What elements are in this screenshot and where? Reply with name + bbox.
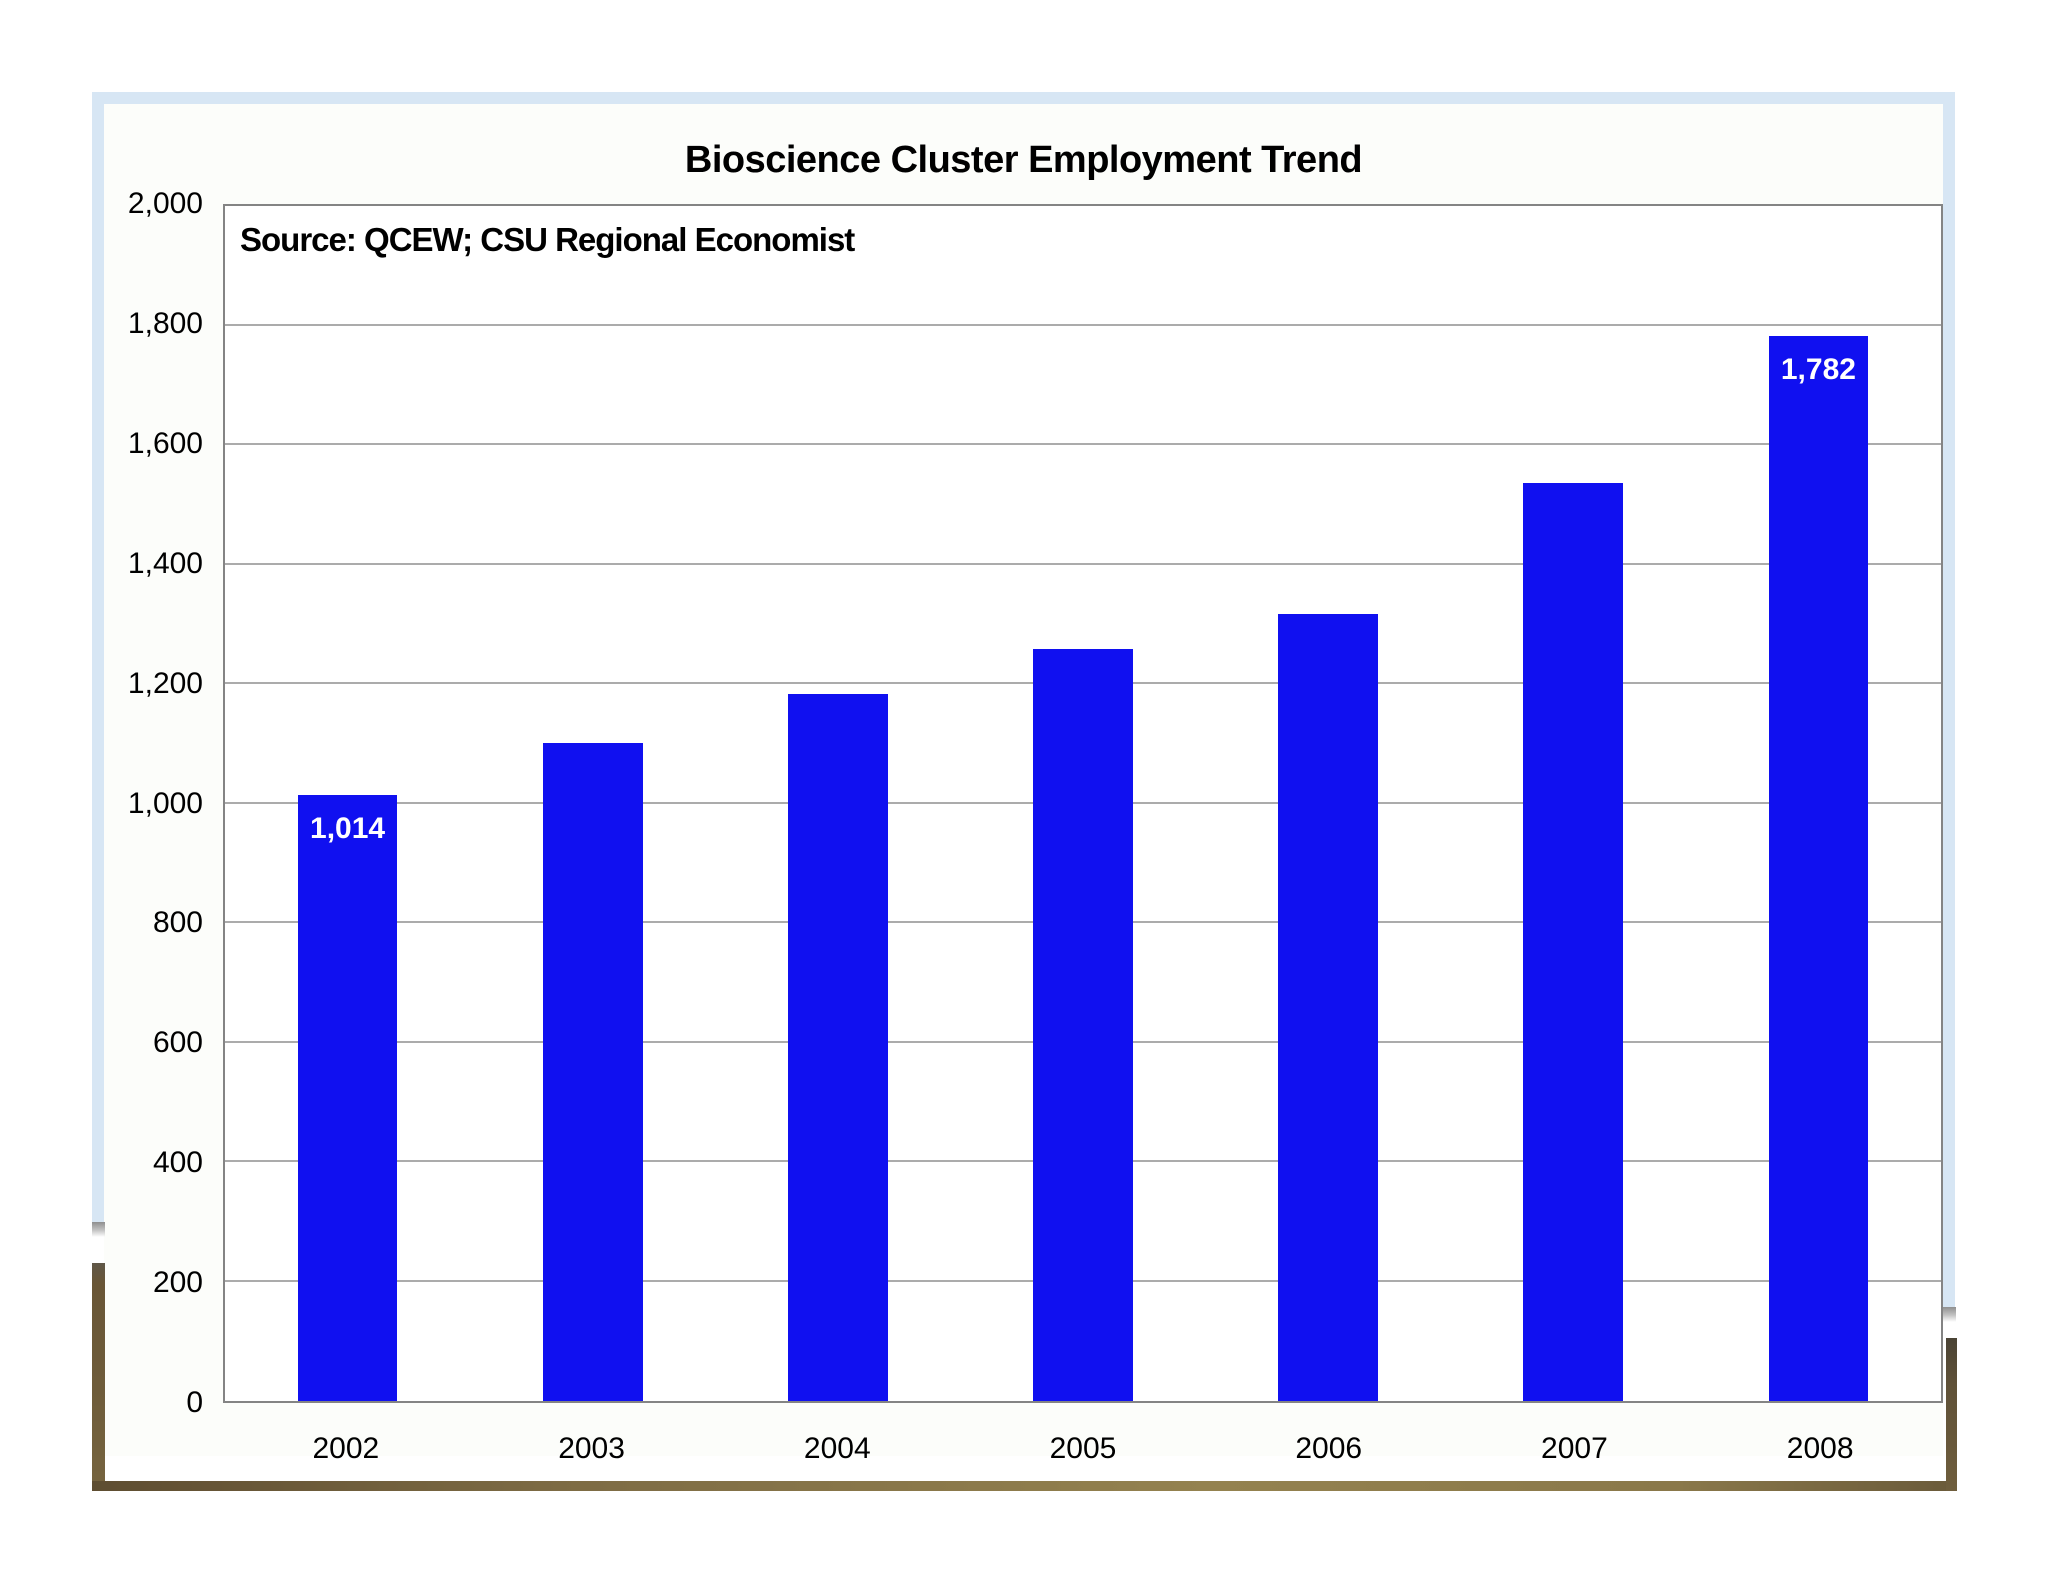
- bar-2003: [542, 742, 643, 1401]
- bar-2007: [1523, 483, 1624, 1401]
- y-axis-tick-label: 1,800: [127, 306, 203, 340]
- x-axis-tick-label: 2002: [312, 1432, 380, 1465]
- bar-value-label: 1,014: [310, 812, 386, 846]
- bar-2002: 1,014: [297, 795, 398, 1401]
- gridline: [225, 443, 1941, 445]
- y-axis-tick-label: 0: [186, 1386, 203, 1419]
- y-axis-tick-label: 1,200: [127, 666, 203, 700]
- y-axis-tick-label: 200: [152, 1266, 203, 1300]
- y-axis-tick-label: 1,000: [127, 786, 203, 820]
- y-axis-tick-label: 800: [152, 906, 203, 940]
- picture-frame-left: [92, 1263, 105, 1490]
- chart-title: Bioscience Cluster Employment Trend: [684, 139, 1363, 181]
- bar-value-label: 1,782: [1780, 353, 1856, 387]
- y-axis-tick-label: 600: [152, 1026, 203, 1060]
- bar-2008: 1,782: [1768, 336, 1869, 1401]
- x-axis-tick-label: 2006: [1295, 1432, 1363, 1465]
- picture-frame-right: [1946, 1338, 1957, 1491]
- x-axis-tick-label: 2004: [803, 1432, 871, 1465]
- photo-border-left: [92, 104, 104, 1222]
- y-axis-tick-label: 1,400: [127, 546, 203, 580]
- photo-border-shadow-right: [1943, 1307, 1956, 1322]
- gridline: [225, 323, 1941, 326]
- gridline: [225, 562, 1941, 565]
- y-axis-tick-label: 400: [152, 1146, 203, 1180]
- x-axis-tick-label: 2005: [1049, 1432, 1117, 1465]
- photo-border-top: [92, 92, 1955, 104]
- plot-area: 1,014 1,782: [223, 204, 1943, 1403]
- photo-border-shadow-left: [92, 1222, 105, 1237]
- source-note: Source: QCEW; CSU Regional Economist: [240, 221, 855, 258]
- y-axis-tick-label: 2,000: [127, 187, 203, 220]
- picture-frame-bottom: [92, 1481, 1957, 1491]
- x-axis-tick-label: 2008: [1786, 1432, 1854, 1465]
- bar-2006: [1278, 614, 1379, 1401]
- photo-border-right: [1943, 104, 1955, 1307]
- bar-2004: [787, 693, 888, 1401]
- y-axis-tick-label: 1,600: [127, 426, 203, 460]
- x-axis-tick-label: 2007: [1541, 1432, 1608, 1465]
- bar-2005: [1033, 649, 1133, 1401]
- x-axis-tick-label: 2003: [558, 1432, 625, 1465]
